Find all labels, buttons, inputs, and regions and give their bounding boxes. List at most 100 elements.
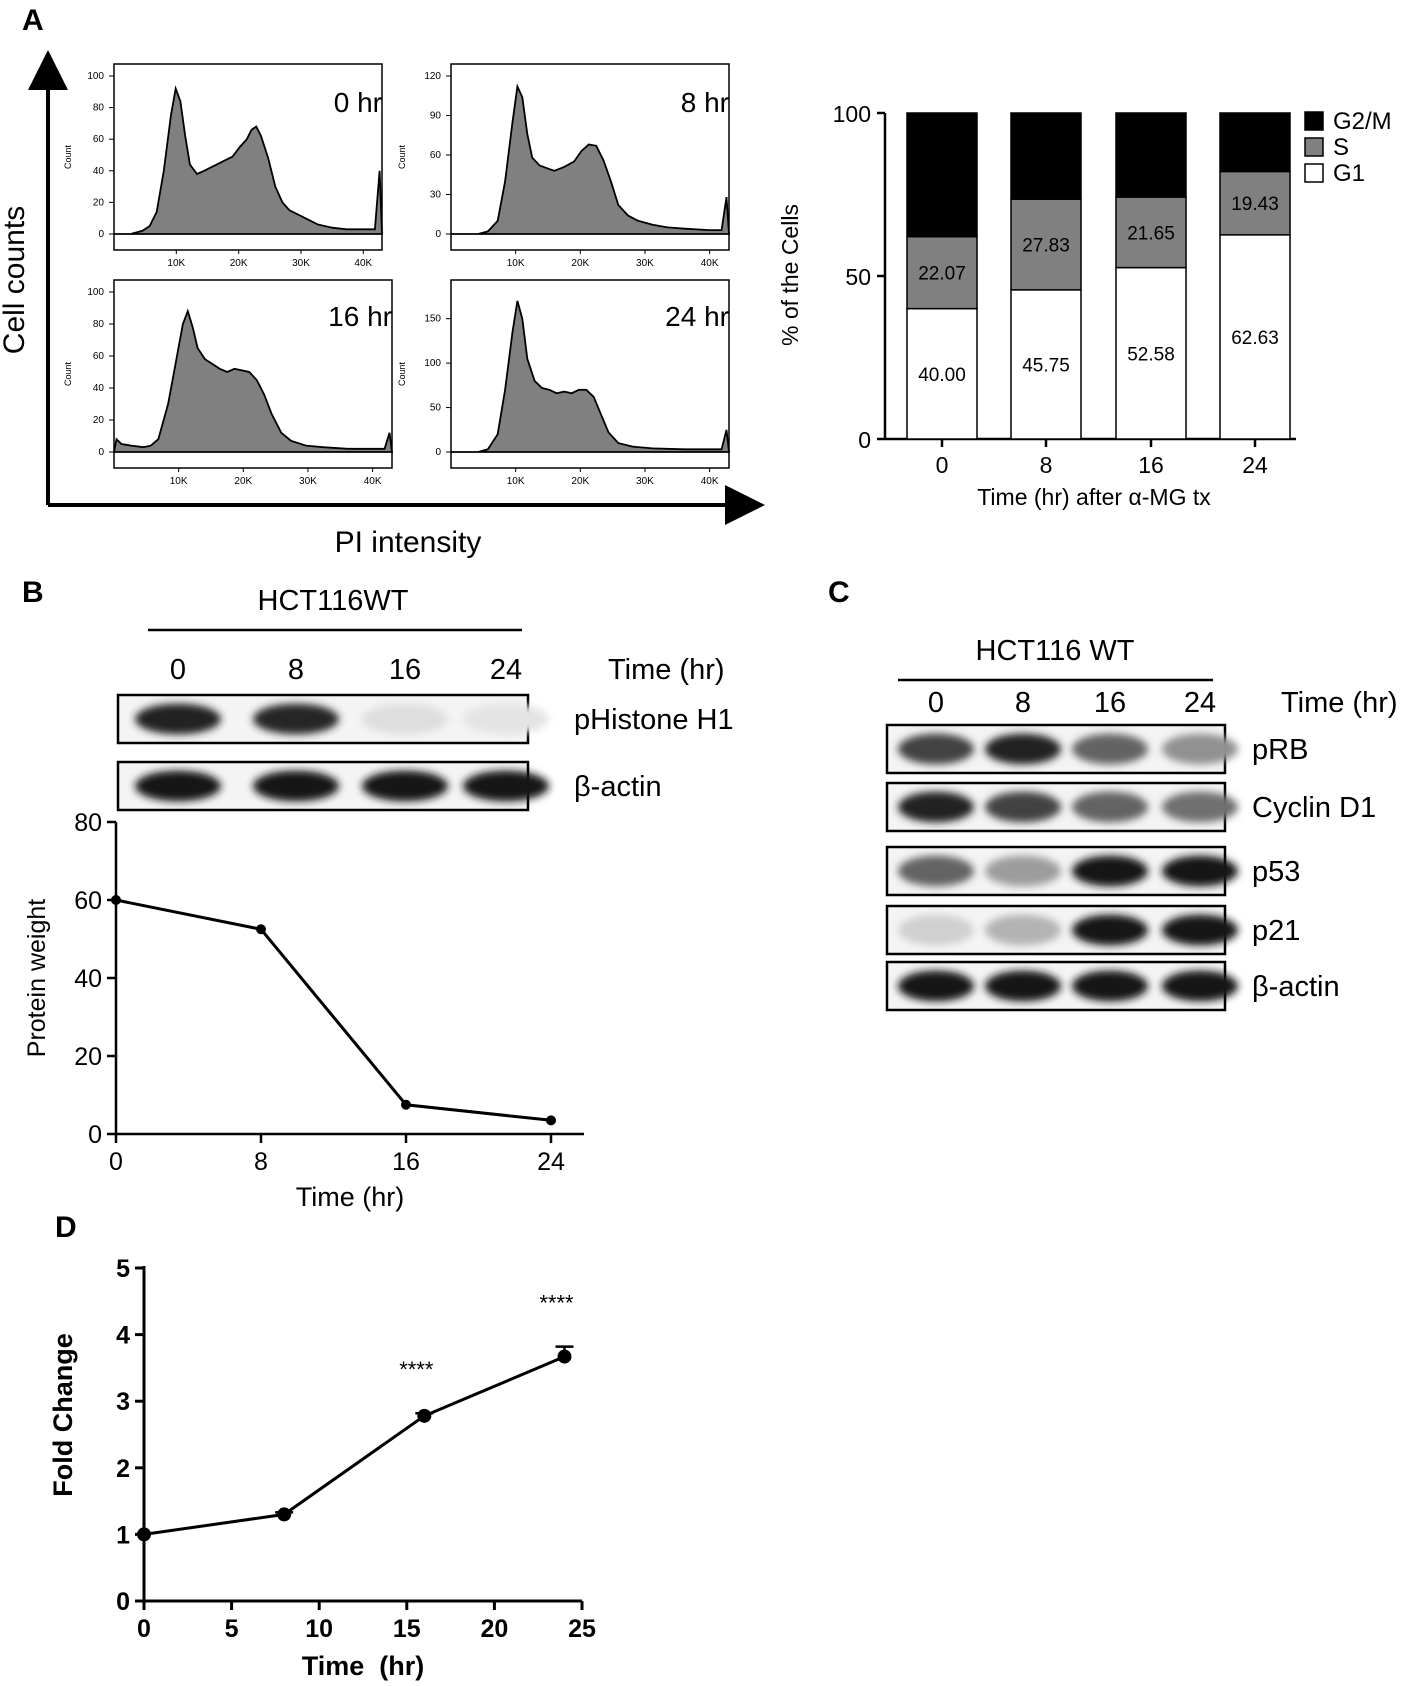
histogram-xtick-label: 10K bbox=[507, 258, 525, 269]
histogram-profile bbox=[451, 83, 730, 235]
histogram-16hr: 16 hr Count 0 20 40 60 80 100 10K 20K 30K 40K bbox=[63, 279, 394, 487]
legend-label: S bbox=[1333, 134, 1349, 161]
histogram-ytick-label: 50 bbox=[430, 403, 442, 414]
histogram-time-label: 0 hr bbox=[334, 87, 382, 118]
blot-lane-label: 24 bbox=[1184, 687, 1216, 719]
panel-letter-b: B bbox=[22, 576, 44, 609]
xtick-label: 8 bbox=[254, 1148, 268, 1176]
bar-chart-ytick-label: 50 bbox=[845, 264, 871, 290]
histogram-ytick-label: 0 bbox=[435, 447, 441, 458]
bar-data-label: 62.63 bbox=[1231, 328, 1279, 349]
blot-row-label: β-actin bbox=[1252, 971, 1340, 1003]
blot-band bbox=[898, 914, 974, 946]
bar-data-label: 26.42 bbox=[1022, 147, 1070, 168]
legend-swatch bbox=[1304, 111, 1324, 131]
histogram-xtick-label: 30K bbox=[299, 476, 317, 487]
histogram-time-label: 8 hr bbox=[681, 87, 729, 118]
blot-band bbox=[898, 970, 974, 1002]
ytick-label: 40 bbox=[74, 965, 102, 993]
blot-b-time-label: Time (hr) bbox=[608, 654, 725, 686]
histogram-frame bbox=[113, 63, 383, 251]
histogram-count-label: Count bbox=[63, 145, 73, 170]
histogram-xtick-label: 40K bbox=[364, 476, 382, 487]
ytick-label: 60 bbox=[74, 887, 102, 915]
histogram-xtick-label: 30K bbox=[292, 258, 310, 269]
histogram-24hr: 24 hr Count 0 50 100 150 10K 20K 30K 40K bbox=[397, 279, 731, 487]
histogram-xtick-label: 30K bbox=[636, 476, 654, 487]
bar-segment-g1 bbox=[1115, 266, 1187, 440]
histogram-xtick-label: 10K bbox=[507, 476, 525, 487]
series-line bbox=[115, 898, 552, 1122]
histogram-xtick-label: 20K bbox=[571, 476, 589, 487]
blot-row-label: β-actin bbox=[574, 771, 662, 803]
xtick-label: 0 bbox=[109, 1148, 123, 1176]
ytick-label: 2 bbox=[116, 1455, 130, 1483]
histogram-ytick-label: 120 bbox=[424, 71, 441, 82]
bar-data-label: 45.75 bbox=[1022, 355, 1070, 376]
blot-band bbox=[898, 855, 974, 887]
blot-row-label: p21 bbox=[1252, 915, 1300, 947]
bar-segment-g2m bbox=[1115, 112, 1187, 198]
ytick-label: 0 bbox=[116, 1588, 130, 1616]
protein-weight-x-label: Time (hr) bbox=[296, 1182, 405, 1212]
bar-data-label: 37.93 bbox=[918, 166, 966, 187]
fold-change-x-label: Time (hr) bbox=[302, 1651, 425, 1681]
blot-row-label: Cyclin D1 bbox=[1252, 792, 1376, 824]
stacked-bar-chart: % of the Cells 0 50 100 40.00 22.07 37.93 45.… bbox=[777, 101, 1392, 510]
bar-data-label: 52.58 bbox=[1127, 344, 1175, 365]
bar-data-label: 22.07 bbox=[918, 264, 966, 285]
legend-label: G1 bbox=[1333, 160, 1365, 187]
ytick-label: 0 bbox=[88, 1121, 102, 1149]
data-point bbox=[546, 1115, 556, 1126]
blot-band bbox=[1162, 914, 1238, 946]
bar-chart-xtick-label: 0 bbox=[936, 452, 949, 478]
blot-lane-label: 0 bbox=[170, 654, 186, 686]
blot-b-group-label: HCT116WT bbox=[258, 585, 409, 617]
histogram-ytick-label: 100 bbox=[87, 71, 104, 82]
series-line bbox=[143, 1355, 566, 1536]
blot-band bbox=[463, 770, 549, 802]
bar-data-label: 40.00 bbox=[918, 365, 966, 386]
blot-band bbox=[253, 770, 339, 802]
blot-band bbox=[985, 733, 1061, 765]
blot-band bbox=[1162, 970, 1238, 1002]
blot-band bbox=[898, 733, 974, 765]
histogram-ytick-label: 80 bbox=[93, 319, 105, 330]
histogram-ytick-label: 0 bbox=[435, 229, 441, 240]
pi-intensity-label: PI intensity bbox=[335, 526, 482, 559]
histogram-ytick-label: 100 bbox=[424, 358, 441, 369]
blot-row-label: p53 bbox=[1252, 856, 1300, 888]
bar-chart-ytick-label: 0 bbox=[858, 427, 871, 453]
panel-b-blot: HCT116WT Time (hr) 0 8 16 24 pHistone H1 β-ac… bbox=[116, 585, 734, 812]
panel-letter-c: C bbox=[828, 576, 850, 609]
histogram-ytick-label: 100 bbox=[87, 287, 104, 298]
blot-band bbox=[898, 791, 974, 823]
histogram-xtick-label: 10K bbox=[167, 258, 185, 269]
histogram-ytick-label: 0 bbox=[98, 229, 104, 240]
bar-chart-xtick-label: 16 bbox=[1138, 452, 1164, 478]
xtick-label: 25 bbox=[568, 1615, 596, 1643]
significance-annotation: **** bbox=[399, 1357, 434, 1382]
histogram-xtick-label: 40K bbox=[701, 258, 719, 269]
panel-letter-d: D bbox=[55, 1211, 77, 1244]
fold-change-y-label: Fold Change bbox=[48, 1333, 78, 1497]
blot-row-label: pHistone H1 bbox=[574, 704, 734, 736]
bar-segment-g1 bbox=[1010, 289, 1082, 440]
histogram-0hr: 0 hr Count 0 20 40 60 80 100 10K 20K 30K 40K bbox=[63, 63, 383, 269]
blot-band bbox=[135, 703, 221, 735]
blot-band bbox=[1162, 733, 1238, 765]
histogram-ytick-label: 60 bbox=[430, 150, 442, 161]
xtick-label: 24 bbox=[537, 1148, 565, 1176]
histogram-frame bbox=[113, 279, 393, 469]
legend-swatch bbox=[1304, 163, 1324, 183]
blot-band bbox=[463, 703, 549, 735]
ytick-label: 80 bbox=[74, 809, 102, 837]
panel-letter-a: A bbox=[22, 4, 44, 37]
bar-segment-s bbox=[1010, 198, 1082, 291]
bar-data-label: 21.65 bbox=[1127, 223, 1175, 244]
histogram-profile bbox=[451, 300, 731, 453]
bar-segment-s bbox=[1115, 196, 1187, 269]
data-point bbox=[256, 924, 266, 935]
blot-band bbox=[1072, 970, 1148, 1002]
